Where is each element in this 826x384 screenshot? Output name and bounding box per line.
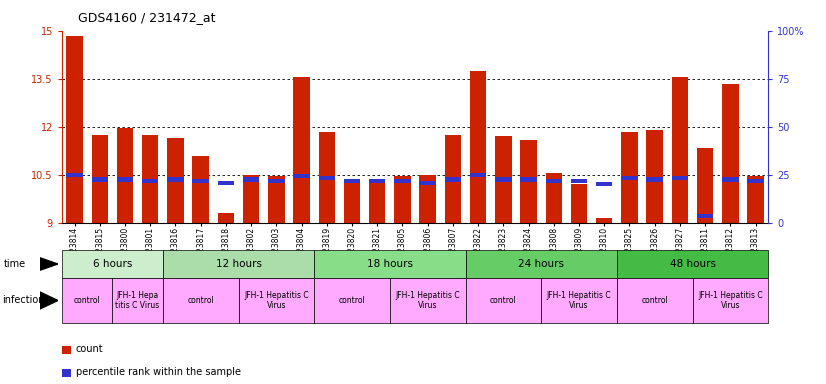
Bar	[369, 180, 386, 223]
Bar	[116, 177, 133, 182]
Text: count: count	[76, 344, 103, 354]
Bar	[66, 36, 83, 223]
Text: percentile rank within the sample: percentile rank within the sample	[76, 367, 241, 377]
Bar	[722, 177, 738, 182]
Bar	[116, 128, 133, 223]
Bar	[546, 179, 562, 183]
Bar	[92, 177, 108, 182]
Bar	[672, 176, 688, 180]
Bar	[672, 77, 688, 223]
Bar	[167, 177, 183, 182]
Bar	[218, 213, 234, 223]
Bar	[66, 173, 83, 177]
Bar	[722, 84, 738, 223]
Bar	[697, 147, 714, 223]
Bar	[596, 218, 612, 223]
Bar	[748, 179, 764, 183]
Bar	[243, 177, 259, 182]
Bar	[369, 179, 386, 183]
Bar	[444, 177, 461, 182]
Bar	[243, 175, 259, 223]
Bar	[621, 176, 638, 180]
Bar	[192, 156, 209, 223]
Bar	[268, 176, 284, 223]
Text: control: control	[490, 296, 517, 305]
Bar	[596, 182, 612, 186]
Bar	[394, 176, 411, 223]
Bar	[495, 136, 511, 223]
Text: control: control	[339, 296, 365, 305]
Bar	[571, 179, 587, 183]
Bar	[444, 135, 461, 223]
Text: control: control	[188, 296, 214, 305]
Bar	[319, 132, 335, 223]
Text: JFH-1 Hepatitis C
Virus: JFH-1 Hepatitis C Virus	[698, 291, 762, 310]
Bar	[167, 138, 183, 223]
Bar	[319, 176, 335, 180]
Bar	[748, 176, 764, 223]
Text: infection: infection	[2, 295, 44, 306]
Bar	[142, 135, 159, 223]
Text: JFH-1 Hepa
titis C Virus: JFH-1 Hepa titis C Virus	[116, 291, 159, 310]
Bar	[394, 179, 411, 183]
Text: time: time	[4, 259, 26, 269]
Bar	[293, 77, 310, 223]
Text: control: control	[641, 296, 668, 305]
Bar	[218, 180, 234, 185]
Bar	[571, 184, 587, 223]
Polygon shape	[40, 258, 58, 270]
Bar	[697, 214, 714, 218]
Bar	[495, 177, 511, 182]
Bar	[420, 180, 436, 185]
Bar	[470, 173, 487, 177]
Bar	[344, 179, 360, 183]
Bar	[520, 177, 537, 182]
Bar	[192, 179, 209, 183]
Bar	[268, 179, 284, 183]
Bar	[92, 135, 108, 223]
Text: 18 hours: 18 hours	[367, 259, 413, 269]
Bar	[293, 174, 310, 179]
Text: JFH-1 Hepatitis C
Virus: JFH-1 Hepatitis C Virus	[244, 291, 309, 310]
Text: control: control	[74, 296, 101, 305]
Bar	[470, 71, 487, 223]
Bar	[520, 139, 537, 223]
Bar	[344, 180, 360, 223]
Bar	[647, 130, 663, 223]
Bar	[647, 177, 663, 182]
Bar	[142, 179, 159, 183]
Text: 6 hours: 6 hours	[93, 259, 132, 269]
Text: 12 hours: 12 hours	[216, 259, 262, 269]
Text: JFH-1 Hepatitis C
Virus: JFH-1 Hepatitis C Virus	[396, 291, 460, 310]
Bar	[546, 173, 562, 223]
Text: 48 hours: 48 hours	[670, 259, 715, 269]
Text: 24 hours: 24 hours	[518, 259, 564, 269]
Text: GDS4160 / 231472_at: GDS4160 / 231472_at	[78, 12, 216, 25]
Text: JFH-1 Hepatitis C
Virus: JFH-1 Hepatitis C Virus	[547, 291, 611, 310]
Bar	[621, 132, 638, 223]
Bar	[420, 175, 436, 223]
Polygon shape	[40, 292, 58, 309]
